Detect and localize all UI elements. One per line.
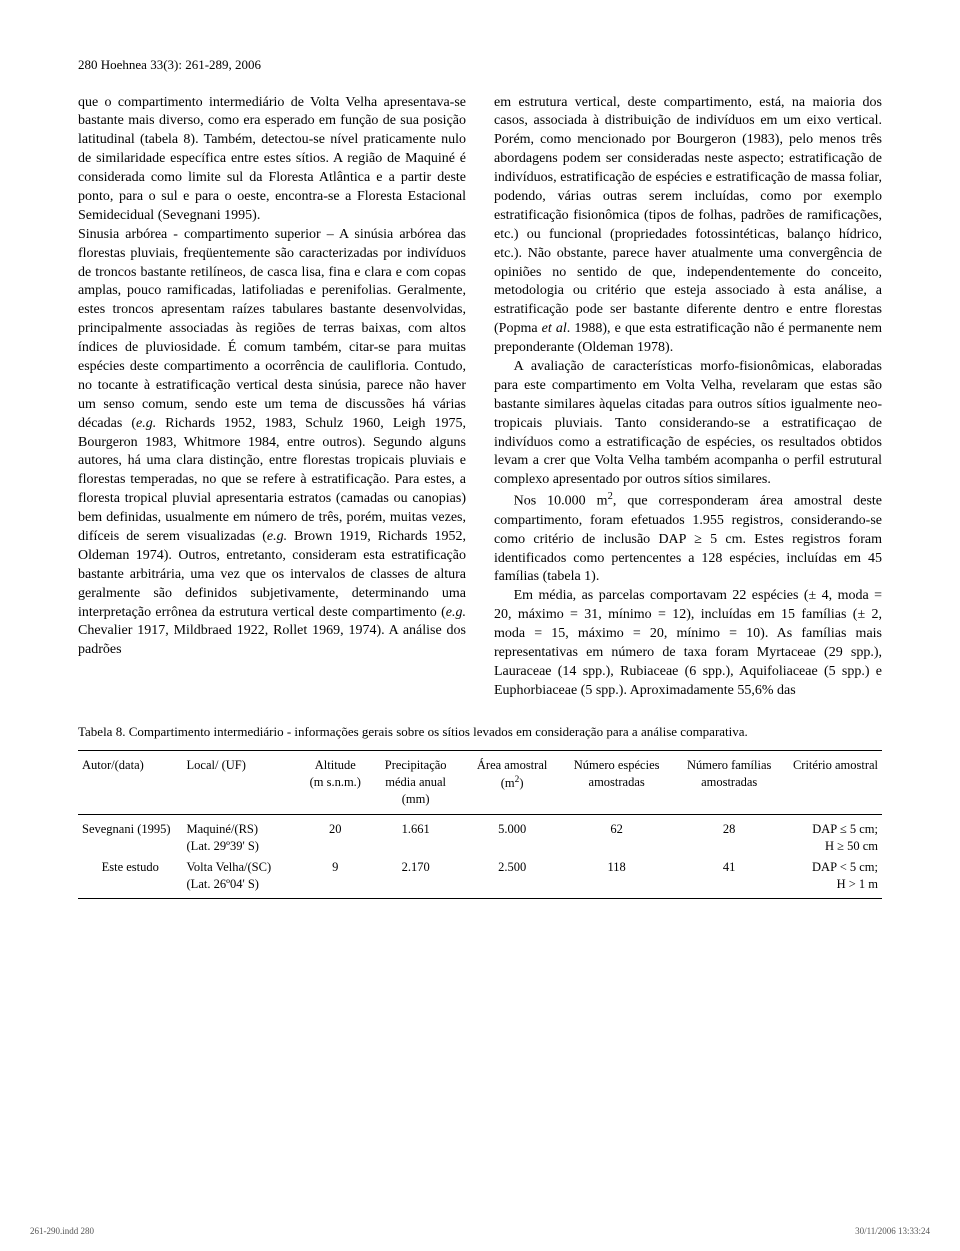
paragraph: Em média, as parcelas comportavam 22 esp… [494, 587, 882, 700]
th-altitude: Altitude (m s.n.m.) [303, 755, 367, 810]
table-rule [78, 898, 882, 899]
table-head: Autor/(data) Local/ (UF) Altitude (m s.n… [78, 755, 882, 810]
table-rule [78, 814, 882, 815]
paragraph: A avaliação de características morfo-fis… [494, 358, 882, 490]
footer-right: 30/11/2006 13:33:24 [855, 1225, 930, 1237]
table: Autor/(data) Local/ (UF) Altitude (m s.n… [78, 755, 882, 810]
footer-left: 261-290.indd 280 [30, 1225, 94, 1237]
table-rule [78, 750, 882, 751]
th-autor: Autor/(data) [78, 755, 183, 810]
paragraph: Nos 10.000 m2, que corresponderam área a… [494, 490, 882, 587]
paragraph: que o compartimento intermediário de Vol… [78, 94, 466, 226]
column-left: que o compartimento intermediário de Vol… [78, 94, 466, 701]
th-precip: Precipitação média anual (mm) [367, 755, 463, 810]
table-row: Sevegnani (1995) Maquiné/(RS) (Lat. 29º3… [78, 819, 882, 857]
paragraph: em estrutura vertical, deste compartimen… [494, 94, 882, 358]
running-head: 280 Hoehnea 33(3): 261-289, 2006 [78, 56, 882, 74]
page: 280 Hoehnea 33(3): 261-289, 2006 que o c… [0, 0, 960, 1251]
th-local: Local/ (UF) [183, 755, 304, 810]
th-area: Área amostral (m2) [464, 755, 560, 810]
column-right: em estrutura vertical, deste compartimen… [494, 94, 882, 701]
table-row: Este estudo Volta Velha/(SC) (Lat. 26º04… [78, 857, 882, 895]
table-8: Tabela 8. Compartimento intermediário - … [78, 723, 882, 904]
text-columns: que o compartimento intermediário de Vol… [78, 94, 882, 701]
paragraph: Sinusia arbórea - compartimento superior… [78, 226, 466, 660]
th-nesp: Número espécies amostradas [560, 755, 673, 810]
th-nfam: Número famílias amostradas [673, 755, 786, 810]
table-body: Sevegnani (1995) Maquiné/(RS) (Lat. 29º3… [78, 819, 882, 895]
page-footer: 261-290.indd 280 30/11/2006 13:33:24 [30, 1225, 930, 1237]
th-crit: Critério amostral [785, 755, 882, 810]
table-caption: Tabela 8. Compartimento intermediário - … [78, 723, 882, 741]
